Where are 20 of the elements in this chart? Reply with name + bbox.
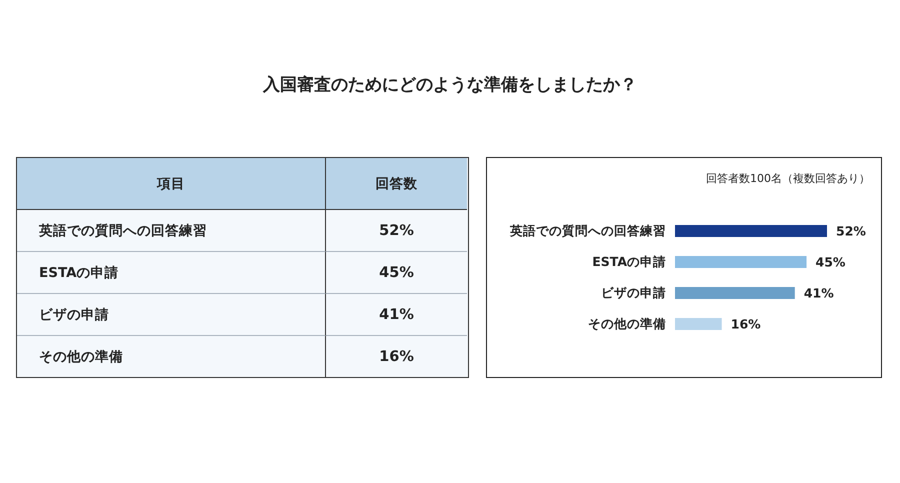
category-label: その他の準備 [39,349,123,365]
text: 入国審査のためにどのような準備をしましたか？ [262,74,638,96]
category-label: ESTAの申請 [39,264,119,280]
category-label: 英語での質問への回答練習 [39,222,207,238]
text: 回答数 [326,158,467,210]
text: 項目 [17,158,326,210]
data-label: 41% [804,286,834,300]
chart-subtitle: 回答者数100名（複数回答あり） [705,171,870,186]
y-tick-label: ビザの申請 [601,285,666,300]
data-label: 52% [836,224,866,238]
data-label: 16% [730,316,762,332]
text: 41% [379,306,414,322]
category-label: ビザの申請 [39,306,109,322]
data-label: 45% [816,254,846,270]
text: 52% [379,222,414,238]
text: 45% [379,264,414,280]
y-tick-label: ESTAの申請 [592,254,666,269]
text: 16% [379,349,414,365]
y-tick-label: その他の準備 [588,316,666,331]
y-tick-label: 英語での質問への回答練習 [509,223,666,238]
